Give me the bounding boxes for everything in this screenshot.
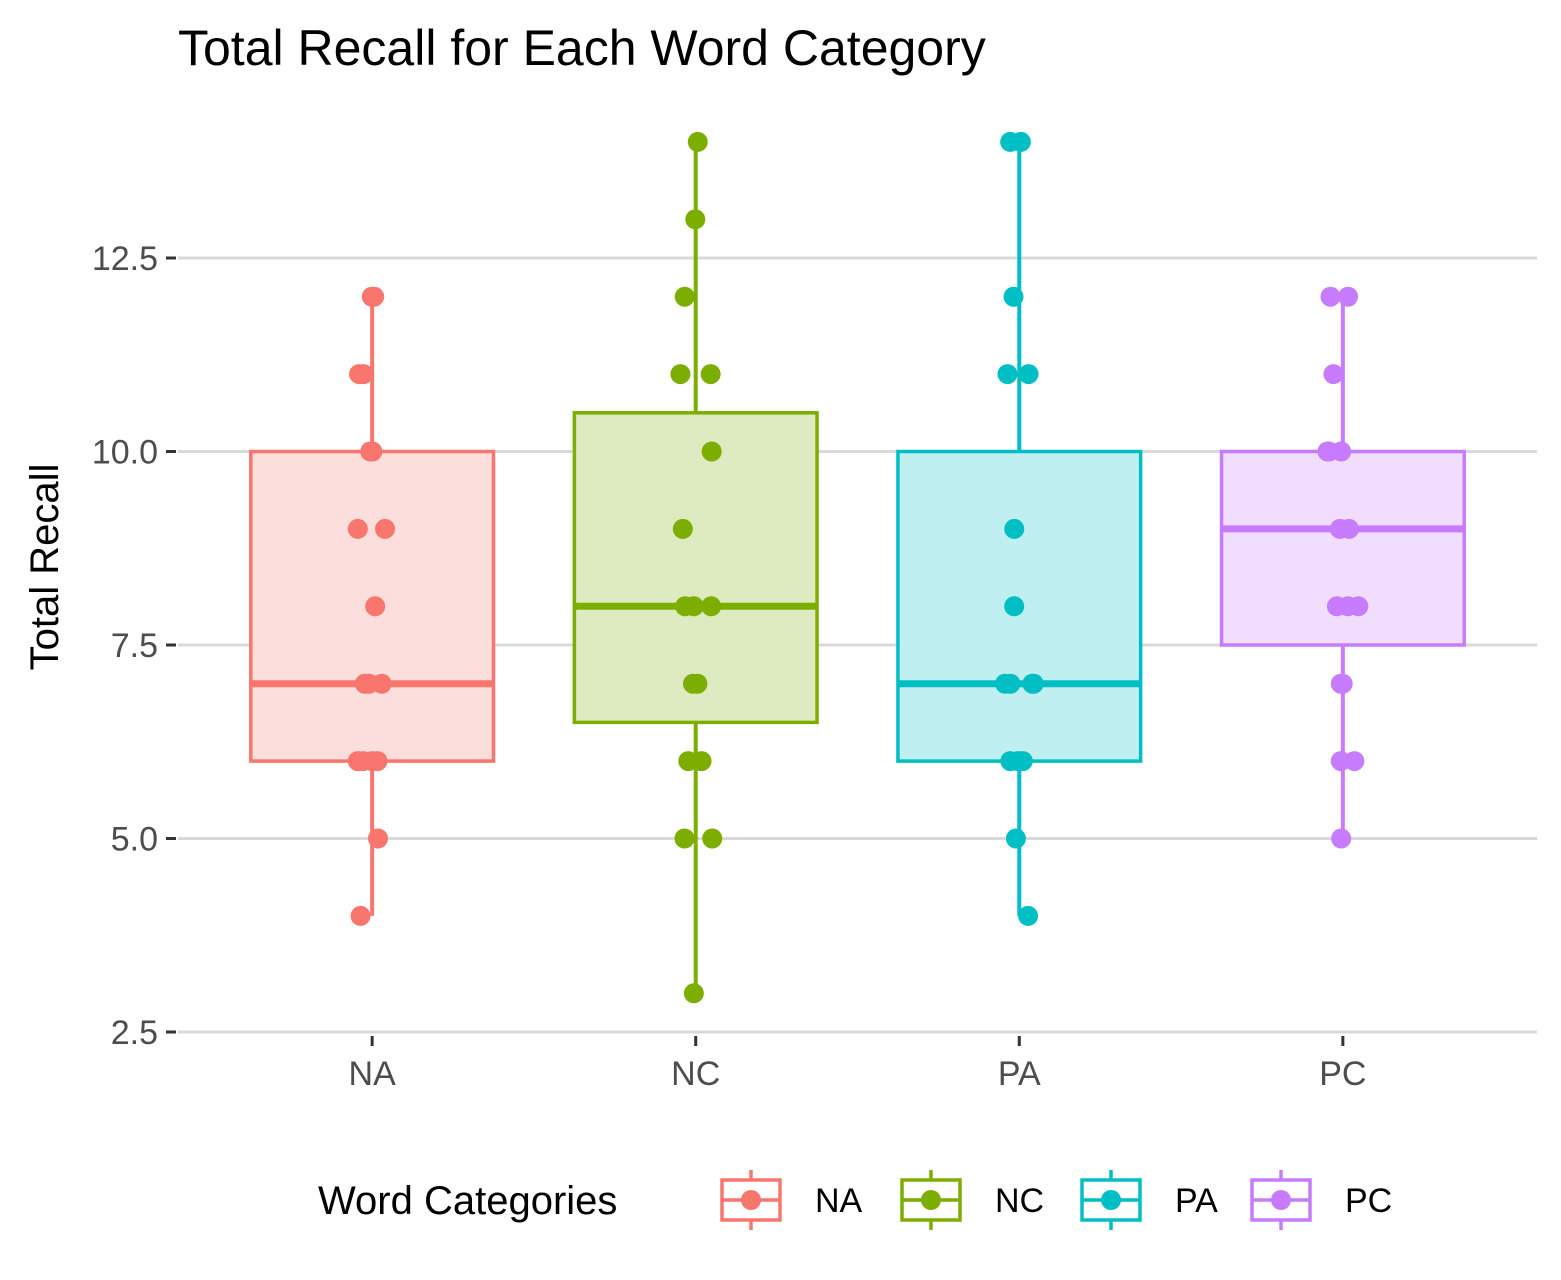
legend: Word Categories NA NC PA PC [318, 1170, 1392, 1230]
data-point [1338, 286, 1359, 307]
data-point [367, 828, 388, 849]
data-point [350, 905, 371, 926]
y-axis-title: Total Recall [23, 464, 67, 671]
legend-key-point [741, 1190, 761, 1210]
y-tick-label: 2.5 [111, 1014, 158, 1052]
legend-label: NA [815, 1182, 863, 1220]
data-point [1320, 286, 1341, 307]
point-layer [347, 131, 1369, 1004]
box-iqr [1219, 449, 1466, 647]
legend-title: Word Categories [318, 1179, 617, 1223]
data-point [1326, 596, 1347, 617]
y-tick-label: 12.5 [92, 240, 158, 278]
x-tick-label: NC [671, 1055, 720, 1093]
legend-label: NC [995, 1182, 1044, 1220]
legend-key-point [1101, 1190, 1121, 1210]
data-point [1317, 441, 1338, 462]
data-point [670, 364, 691, 385]
data-point [1004, 596, 1025, 617]
data-point [1004, 518, 1025, 539]
data-point [702, 828, 723, 849]
data-point [672, 518, 693, 539]
data-point [362, 441, 383, 462]
legend-key-point [921, 1190, 941, 1210]
data-point [1331, 828, 1352, 849]
data-point [365, 596, 386, 617]
data-point [371, 673, 392, 694]
data-point [685, 209, 706, 230]
data-point [1018, 364, 1039, 385]
legend-key-point [1271, 1190, 1291, 1210]
data-point [1323, 364, 1344, 385]
data-point [678, 751, 699, 772]
x-tick-label: PC [1319, 1055, 1366, 1093]
data-point [1339, 518, 1360, 539]
data-point [700, 364, 721, 385]
data-point [674, 286, 695, 307]
data-point [1010, 131, 1031, 152]
data-point [1005, 828, 1026, 849]
data-point [1022, 673, 1043, 694]
box-layer [249, 141, 1466, 994]
data-point [364, 286, 385, 307]
data-point [674, 828, 695, 849]
data-point [997, 364, 1018, 385]
y-tick-label: 10.0 [92, 434, 158, 472]
data-point [675, 596, 696, 617]
data-point [701, 596, 722, 617]
data-point [687, 673, 708, 694]
y-tick-label: 5.0 [111, 821, 158, 859]
box-iqr [572, 411, 819, 725]
data-point [1003, 286, 1024, 307]
data-point [1332, 673, 1353, 694]
data-point [347, 518, 368, 539]
data-point [1348, 596, 1369, 617]
legend-label: PA [1175, 1182, 1218, 1220]
data-point [683, 983, 704, 1004]
y-tick-label: 7.5 [111, 627, 158, 665]
data-point [353, 751, 374, 772]
data-point [353, 364, 374, 385]
data-point [1344, 751, 1365, 772]
x-tick-label: PA [998, 1055, 1041, 1093]
data-point [354, 673, 375, 694]
data-point [687, 131, 708, 152]
data-point [1018, 905, 1039, 926]
data-point [1000, 673, 1021, 694]
axis-layer: 2.5 5.0 7.5 10.0 12.5 NA NC PA PC [92, 240, 1367, 1093]
legend-label: PC [1345, 1182, 1392, 1220]
data-point [375, 518, 396, 539]
data-point [1012, 751, 1033, 772]
chart-title: Total Recall for Each Word Category [178, 20, 986, 76]
data-point [701, 441, 722, 462]
x-tick-label: NA [349, 1055, 397, 1093]
